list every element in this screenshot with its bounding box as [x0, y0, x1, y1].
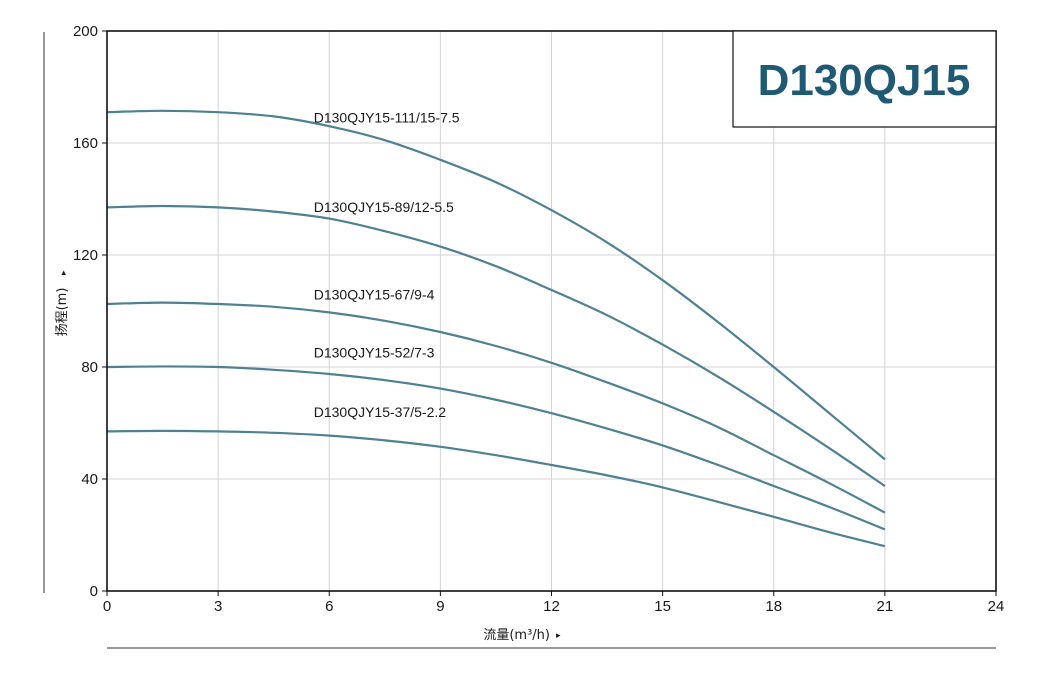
- x-tick-label: 18: [765, 598, 782, 615]
- series-label-2: D130QJY15-89/12-5.5: [314, 199, 454, 215]
- y-tick-label: 40: [81, 471, 98, 488]
- y-axis-arrow-icon: ▸: [59, 270, 69, 275]
- x-axis-title: 流量(m³/h) ▸: [483, 628, 561, 643]
- model-title: D130QJ15: [758, 56, 971, 105]
- series-curves: [106, 109, 886, 548]
- series-label-5: D130QJY15-37/5-2.2: [314, 404, 447, 420]
- series-line-1: [106, 109, 886, 461]
- x-axis-title-text: 流量(m³/h): [483, 628, 550, 643]
- y-axis-title: 扬程(m) ▸: [55, 270, 70, 336]
- y-tick-label: 120: [73, 247, 98, 264]
- y-tick-label: 80: [81, 359, 98, 376]
- model-title-box: D130QJ15: [732, 30, 997, 128]
- x-tick-label: 15: [654, 598, 671, 615]
- series-line-5: [106, 429, 886, 548]
- tick-labels: 0 3 6 9 12 15 18 21 24 0 40 80 120 160 200: [73, 23, 1004, 615]
- x-tick-label: 21: [877, 598, 894, 615]
- series-line-4: [106, 365, 886, 531]
- model-title-frame: [732, 30, 997, 128]
- y-axis-title-text: 扬程(m): [55, 288, 70, 337]
- y-tick-label: 160: [73, 135, 98, 152]
- x-tick-label: 24: [988, 598, 1005, 615]
- series-line-3: [106, 301, 886, 514]
- series-label-1: D130QJY15-111/15-7.5: [314, 110, 460, 126]
- x-tick-label: 12: [543, 598, 560, 615]
- y-tick-label: 0: [90, 583, 98, 600]
- series-labels: D130QJY15-111/15-7.5 D130QJY15-89/12-5.5 D…: [314, 110, 460, 420]
- x-tick-label: 9: [436, 598, 444, 615]
- series-label-3: D130QJY15-67/9-4: [314, 286, 435, 302]
- y-tick-label: 200: [73, 23, 98, 40]
- series-label-4: D130QJY15-52/7-3: [314, 344, 435, 360]
- series-line-2: [106, 204, 886, 487]
- grid-lines: [107, 31, 996, 591]
- x-tick-label: 0: [103, 598, 111, 615]
- x-tick-label: 6: [325, 598, 333, 615]
- x-tick-label: 3: [214, 598, 222, 615]
- x-axis-arrow-icon: ▸: [556, 631, 561, 641]
